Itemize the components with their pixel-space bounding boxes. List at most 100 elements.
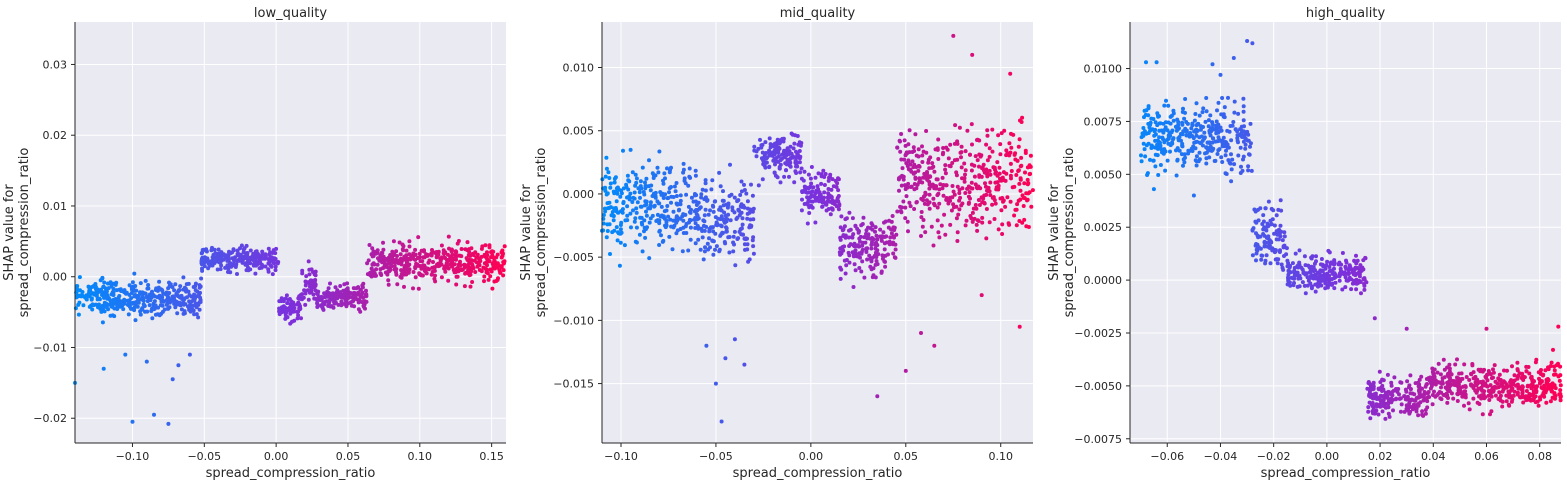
data-point (1516, 386, 1521, 391)
data-point (629, 225, 633, 230)
data-point (678, 193, 683, 198)
data-point (459, 254, 464, 259)
data-point (866, 233, 871, 238)
data-point (643, 235, 648, 240)
data-point (1416, 413, 1421, 418)
data-point (1485, 378, 1490, 383)
data-point (357, 297, 362, 302)
data-point (1318, 262, 1323, 267)
data-point (1447, 379, 1452, 384)
data-point (699, 195, 704, 200)
data-point (1220, 160, 1225, 164)
data-point (916, 147, 921, 152)
data-point (843, 271, 848, 276)
data-point (691, 199, 696, 204)
data-point (963, 149, 968, 154)
data-point (1144, 60, 1148, 65)
data-point (1558, 364, 1563, 369)
data-point (1242, 124, 1246, 129)
data-point (624, 182, 629, 187)
data-point (1441, 357, 1446, 362)
data-point (1439, 385, 1443, 390)
data-point (126, 312, 131, 317)
data-point (744, 191, 749, 196)
data-point (865, 246, 870, 251)
data-point (748, 217, 753, 222)
data-point (1235, 138, 1240, 143)
data-point (133, 318, 138, 323)
data-point (1533, 400, 1538, 405)
data-point (1146, 121, 1151, 126)
data-point (490, 249, 495, 254)
data-point (1323, 286, 1328, 291)
y-axis-label-line-1: SHAP value for (2, 184, 17, 281)
data-point (930, 161, 935, 166)
data-point (910, 150, 915, 154)
data-point (1166, 103, 1171, 108)
data-point (179, 294, 184, 299)
data-point (844, 216, 849, 221)
data-point (1428, 386, 1433, 391)
data-point (1475, 400, 1480, 405)
data-point (498, 270, 503, 275)
data-point (391, 239, 396, 244)
data-point (984, 236, 989, 241)
data-point (332, 300, 336, 304)
data-point (1018, 197, 1023, 202)
data-point (862, 275, 867, 280)
data-point (359, 292, 364, 297)
data-point (303, 283, 308, 288)
data-point (696, 237, 701, 242)
data-point (1402, 394, 1407, 399)
data-point (686, 204, 691, 209)
data-point (618, 223, 623, 227)
data-point (1436, 391, 1441, 396)
data-point (616, 231, 621, 236)
data-point (974, 222, 979, 227)
y-tick-label: 0.0025 (1084, 221, 1123, 234)
data-point (689, 207, 693, 212)
data-point (411, 270, 416, 274)
data-point (110, 292, 115, 297)
data-point (1547, 386, 1552, 391)
data-point (969, 122, 974, 127)
data-point (666, 214, 671, 219)
data-point (836, 188, 841, 193)
data-point (950, 184, 955, 188)
data-point (1219, 155, 1224, 160)
data-point (673, 189, 678, 194)
data-point (927, 182, 932, 187)
data-point (130, 419, 135, 424)
data-point (858, 234, 863, 239)
data-point (739, 226, 744, 231)
data-point (920, 160, 925, 164)
data-point (1248, 144, 1252, 149)
data-point (139, 297, 144, 302)
data-point (793, 133, 798, 138)
data-point (1404, 326, 1409, 331)
data-point (1297, 248, 1302, 253)
data-point (992, 217, 997, 221)
data-point (1279, 229, 1283, 234)
data-point (963, 172, 967, 177)
data-point (717, 249, 722, 254)
data-point (894, 232, 899, 237)
data-point (719, 208, 724, 213)
x-tick-label: 0.02 (1368, 450, 1393, 463)
data-point (1362, 277, 1367, 282)
data-point (634, 240, 639, 245)
data-point (704, 343, 709, 348)
y-tick-label: 0.0100 (1084, 63, 1123, 76)
data-point (736, 198, 741, 203)
data-point (1282, 254, 1286, 258)
data-point (970, 210, 975, 215)
data-point (1156, 173, 1161, 177)
data-point (693, 173, 698, 178)
data-point (618, 227, 623, 232)
data-point (608, 205, 613, 210)
data-point (1410, 391, 1415, 396)
data-point (883, 264, 888, 269)
data-point (1142, 115, 1146, 120)
data-point (1471, 370, 1476, 375)
data-point (1481, 379, 1485, 384)
